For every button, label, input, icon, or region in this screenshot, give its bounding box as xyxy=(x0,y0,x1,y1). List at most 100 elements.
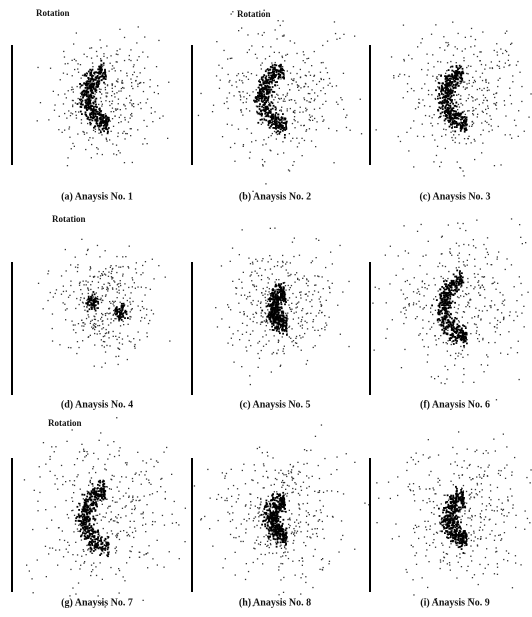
dot xyxy=(477,89,478,90)
dot xyxy=(77,271,78,272)
dot xyxy=(260,65,261,66)
dot xyxy=(310,120,311,121)
dot xyxy=(58,94,59,95)
dot xyxy=(92,120,94,122)
dot xyxy=(72,429,73,430)
dot xyxy=(116,306,118,308)
dot xyxy=(422,99,423,100)
dot xyxy=(439,263,440,264)
dot xyxy=(272,133,273,134)
dot xyxy=(108,332,109,333)
dot xyxy=(270,268,271,269)
dot xyxy=(477,338,478,339)
dot xyxy=(257,95,259,97)
dot xyxy=(118,356,119,357)
dot xyxy=(131,104,132,105)
dot xyxy=(107,458,108,459)
dot xyxy=(103,288,104,289)
dot xyxy=(446,109,448,111)
dot xyxy=(266,69,267,70)
dot xyxy=(115,336,116,337)
dot xyxy=(96,122,98,124)
dot xyxy=(316,121,317,122)
dot xyxy=(78,347,79,348)
dot xyxy=(256,289,257,290)
dot xyxy=(458,289,460,291)
dot xyxy=(297,121,298,122)
dot xyxy=(279,298,281,300)
dot xyxy=(291,311,292,312)
dot xyxy=(474,139,475,140)
dot xyxy=(459,283,461,285)
dot xyxy=(274,228,275,229)
dot xyxy=(138,331,139,332)
dot xyxy=(88,96,90,98)
dot xyxy=(154,111,155,112)
dot xyxy=(227,304,228,305)
dot xyxy=(142,525,143,526)
dot xyxy=(287,54,288,55)
dot xyxy=(98,320,99,321)
dot xyxy=(278,74,280,76)
dot xyxy=(291,79,292,80)
dot xyxy=(172,523,173,524)
dot xyxy=(43,308,44,309)
dot xyxy=(88,290,89,291)
dot xyxy=(257,353,258,354)
dot xyxy=(471,96,472,97)
figure: (a) Anaysis No. 1Rotation(b) Anaysis No.… xyxy=(0,0,532,617)
dot xyxy=(262,258,263,259)
dot xyxy=(134,282,135,283)
dot xyxy=(164,525,165,526)
dot xyxy=(272,108,274,110)
dot xyxy=(477,327,478,328)
dot xyxy=(115,356,116,357)
dot xyxy=(95,98,97,100)
dot xyxy=(125,493,126,494)
dot xyxy=(278,307,280,309)
dot xyxy=(448,85,450,87)
dot xyxy=(96,116,98,118)
dot xyxy=(52,328,53,329)
dot xyxy=(118,267,119,268)
dot xyxy=(489,323,490,324)
dot xyxy=(522,243,523,244)
dot xyxy=(83,302,84,303)
dot xyxy=(248,79,249,80)
dot xyxy=(523,306,524,307)
dot xyxy=(452,140,453,141)
dot xyxy=(278,133,280,135)
dot xyxy=(117,487,118,488)
dot xyxy=(259,79,260,80)
dot xyxy=(401,289,402,290)
dot xyxy=(85,99,87,101)
dot xyxy=(85,103,87,105)
dot xyxy=(157,540,158,541)
dot xyxy=(304,333,305,334)
dot xyxy=(275,290,276,291)
dot xyxy=(277,261,278,262)
dot xyxy=(131,100,132,101)
dot xyxy=(279,131,281,133)
dot xyxy=(444,307,446,309)
dot xyxy=(99,485,101,487)
dot xyxy=(264,320,265,321)
dot xyxy=(106,329,107,330)
dot xyxy=(450,132,451,133)
dot xyxy=(98,532,99,533)
dot xyxy=(85,87,87,89)
dot xyxy=(152,121,153,122)
dot xyxy=(117,284,118,285)
dot xyxy=(431,327,432,328)
dot xyxy=(468,293,469,294)
dot xyxy=(124,317,126,319)
dot xyxy=(233,333,234,334)
dot xyxy=(458,245,459,246)
dot xyxy=(260,97,262,99)
dot xyxy=(102,154,103,155)
dot xyxy=(75,267,76,268)
dot xyxy=(293,340,294,341)
dot xyxy=(104,273,105,274)
dot xyxy=(440,295,442,297)
dot xyxy=(479,51,480,52)
